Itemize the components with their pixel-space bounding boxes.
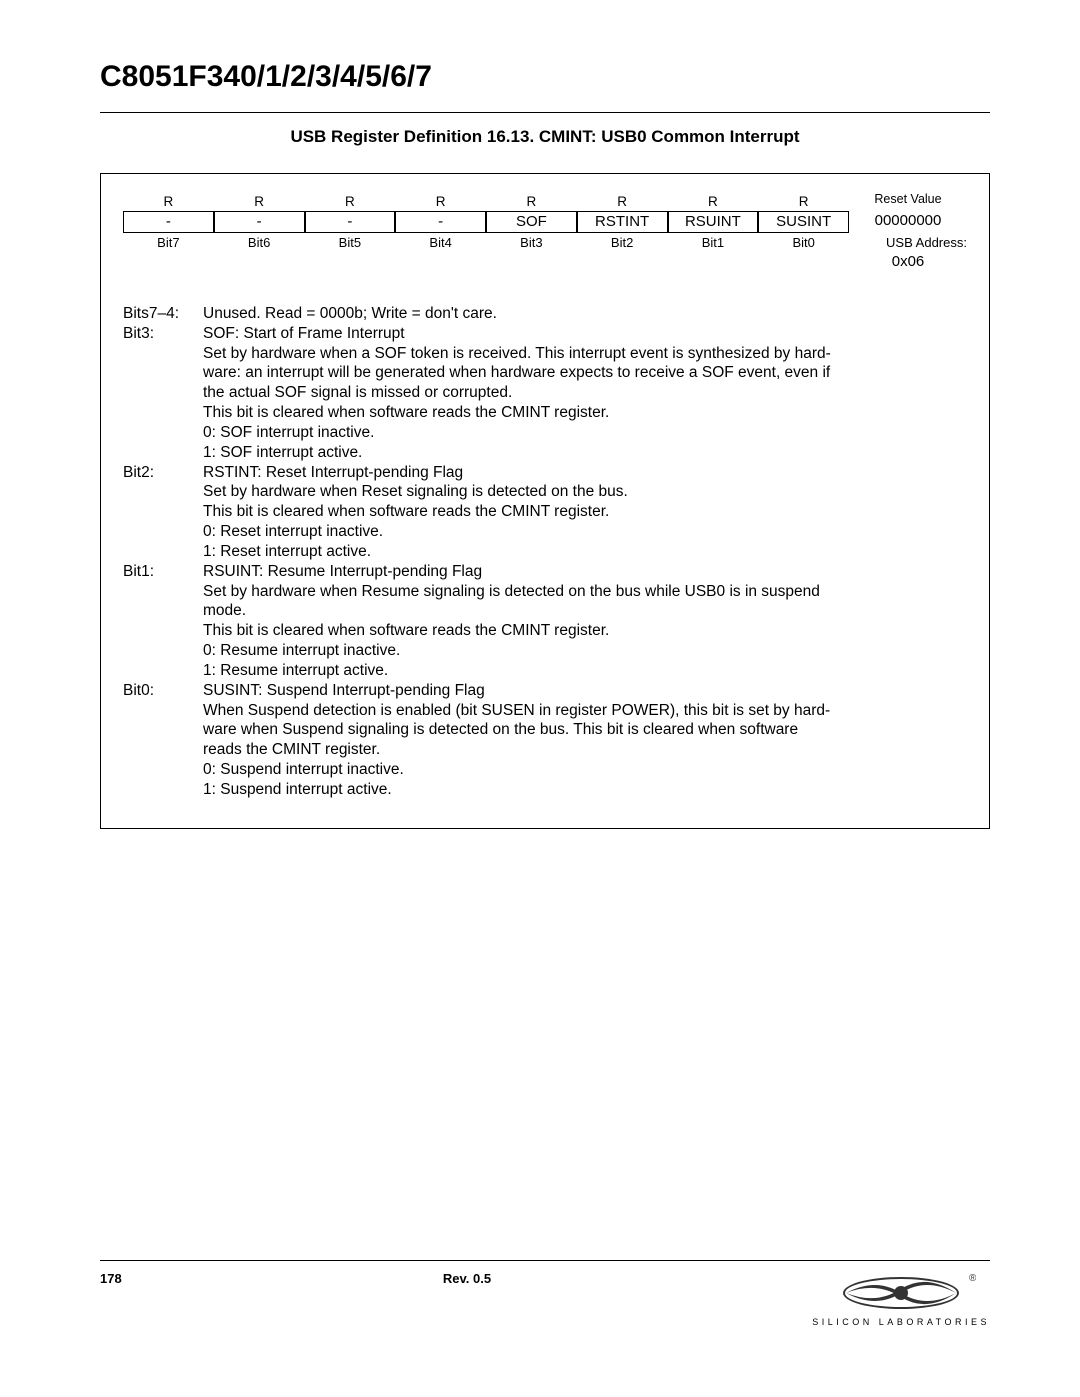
desc-line: 0: SOF interrupt inactive. <box>203 423 967 443</box>
desc-body: RSTINT: Reset Interrupt-pending FlagSet … <box>203 463 967 562</box>
desc-row: Bits7–4:Unused. Read = 0000b; Write = do… <box>123 304 967 324</box>
desc-line: Set by hardware when Reset signaling is … <box>203 482 967 502</box>
bit-label-2: Bit2 <box>577 233 668 250</box>
desc-bit-label: Bit3: <box>123 324 203 463</box>
name-bit6: - <box>214 211 305 233</box>
desc-row: Bit2:RSTINT: Reset Interrupt-pending Fla… <box>123 463 967 562</box>
desc-line: reads the CMINT register. <box>203 740 967 760</box>
register-box: R R R R R R R R Reset Value - - - - SOF … <box>100 173 990 829</box>
desc-line: RSUINT: Resume Interrupt-pending Flag <box>203 562 967 582</box>
desc-line: This bit is cleared when software reads … <box>203 621 967 641</box>
page-footer: 178 Rev. 0.5 ® SILICON LABORATORIES <box>100 1260 990 1327</box>
name-bit7: - <box>123 211 214 233</box>
bit-label-6: Bit6 <box>214 233 305 250</box>
access-bit6: R <box>214 192 305 211</box>
desc-line: SOF: Start of Frame Interrupt <box>203 324 967 344</box>
name-bit3: SOF <box>486 211 577 233</box>
svg-text:®: ® <box>969 1273 976 1284</box>
bit-label-4: Bit4 <box>395 233 486 250</box>
desc-bit-label: Bits7–4: <box>123 304 203 324</box>
desc-line: 0: Resume interrupt inactive. <box>203 641 967 661</box>
desc-line: 1: Resume interrupt active. <box>203 661 967 681</box>
company-logo: ® SILICON LABORATORIES <box>812 1271 990 1327</box>
bit-label-7: Bit7 <box>123 233 214 250</box>
access-bit4: R <box>395 192 486 211</box>
access-bit3: R <box>486 192 577 211</box>
revision: Rev. 0.5 <box>122 1271 813 1286</box>
desc-row: Bit1:RSUINT: Resume Interrupt-pending Fl… <box>123 562 967 681</box>
access-bit7: R <box>123 192 214 211</box>
desc-bit-label: Bit1: <box>123 562 203 681</box>
footer-rule <box>100 1260 990 1261</box>
desc-body: SUSINT: Suspend Interrupt-pending FlagWh… <box>203 681 967 800</box>
reset-value: 00000000 <box>849 211 967 233</box>
desc-bit-label: Bit0: <box>123 681 203 800</box>
usb-address-label: USB Address: <box>849 233 967 250</box>
desc-body: SOF: Start of Frame InterruptSet by hard… <box>203 324 967 463</box>
usb-address-value: 0x06 <box>849 250 967 270</box>
access-bit0: R <box>758 192 849 211</box>
header-rule <box>100 112 990 113</box>
reset-label: Reset Value <box>849 192 967 211</box>
company-name: SILICON LABORATORIES <box>812 1317 990 1327</box>
name-bit0: SUSINT <box>758 211 849 233</box>
desc-line: This bit is cleared when software reads … <box>203 403 967 423</box>
desc-line: 1: Reset interrupt active. <box>203 542 967 562</box>
section-title: USB Register Definition 16.13. CMINT: US… <box>100 127 990 147</box>
desc-line: Set by hardware when Resume signaling is… <box>203 582 967 602</box>
name-bit1: RSUINT <box>668 211 759 233</box>
bit-label-1: Bit1 <box>668 233 759 250</box>
desc-line: Set by hardware when a SOF token is rece… <box>203 344 967 364</box>
desc-line: 1: Suspend interrupt active. <box>203 780 967 800</box>
silabs-logo-icon: ® <box>826 1271 976 1315</box>
desc-line: Unused. Read = 0000b; Write = don't care… <box>203 304 967 324</box>
desc-bit-label: Bit2: <box>123 463 203 562</box>
bit-descriptions: Bits7–4:Unused. Read = 0000b; Write = do… <box>123 304 967 800</box>
bit-label-3: Bit3 <box>486 233 577 250</box>
desc-line: mode. <box>203 601 967 621</box>
access-bit1: R <box>668 192 759 211</box>
desc-row: Bit3:SOF: Start of Frame InterruptSet by… <box>123 324 967 463</box>
name-bit5: - <box>305 211 396 233</box>
document-title: C8051F340/1/2/3/4/5/6/7 <box>100 60 990 94</box>
desc-line: This bit is cleared when software reads … <box>203 502 967 522</box>
desc-line: When Suspend detection is enabled (bit S… <box>203 701 967 721</box>
name-bit2: RSTINT <box>577 211 668 233</box>
desc-line: 1: SOF interrupt active. <box>203 443 967 463</box>
desc-body: RSUINT: Resume Interrupt-pending FlagSet… <box>203 562 967 681</box>
desc-body: Unused. Read = 0000b; Write = don't care… <box>203 304 967 324</box>
desc-line: ware when Suspend signaling is detected … <box>203 720 967 740</box>
bit-label-5: Bit5 <box>305 233 396 250</box>
desc-line: SUSINT: Suspend Interrupt-pending Flag <box>203 681 967 701</box>
desc-line: 0: Reset interrupt inactive. <box>203 522 967 542</box>
bit-label-0: Bit0 <box>758 233 849 250</box>
page-number: 178 <box>100 1271 122 1286</box>
name-bit4: - <box>395 211 486 233</box>
desc-line: RSTINT: Reset Interrupt-pending Flag <box>203 463 967 483</box>
access-bit2: R <box>577 192 668 211</box>
access-bit5: R <box>305 192 396 211</box>
desc-line: the actual SOF signal is missed or corru… <box>203 383 967 403</box>
desc-line: 0: Suspend interrupt inactive. <box>203 760 967 780</box>
register-table: R R R R R R R R Reset Value - - - - SOF … <box>123 192 967 270</box>
desc-line: ware: an interrupt will be generated whe… <box>203 363 967 383</box>
desc-row: Bit0:SUSINT: Suspend Interrupt-pending F… <box>123 681 967 800</box>
